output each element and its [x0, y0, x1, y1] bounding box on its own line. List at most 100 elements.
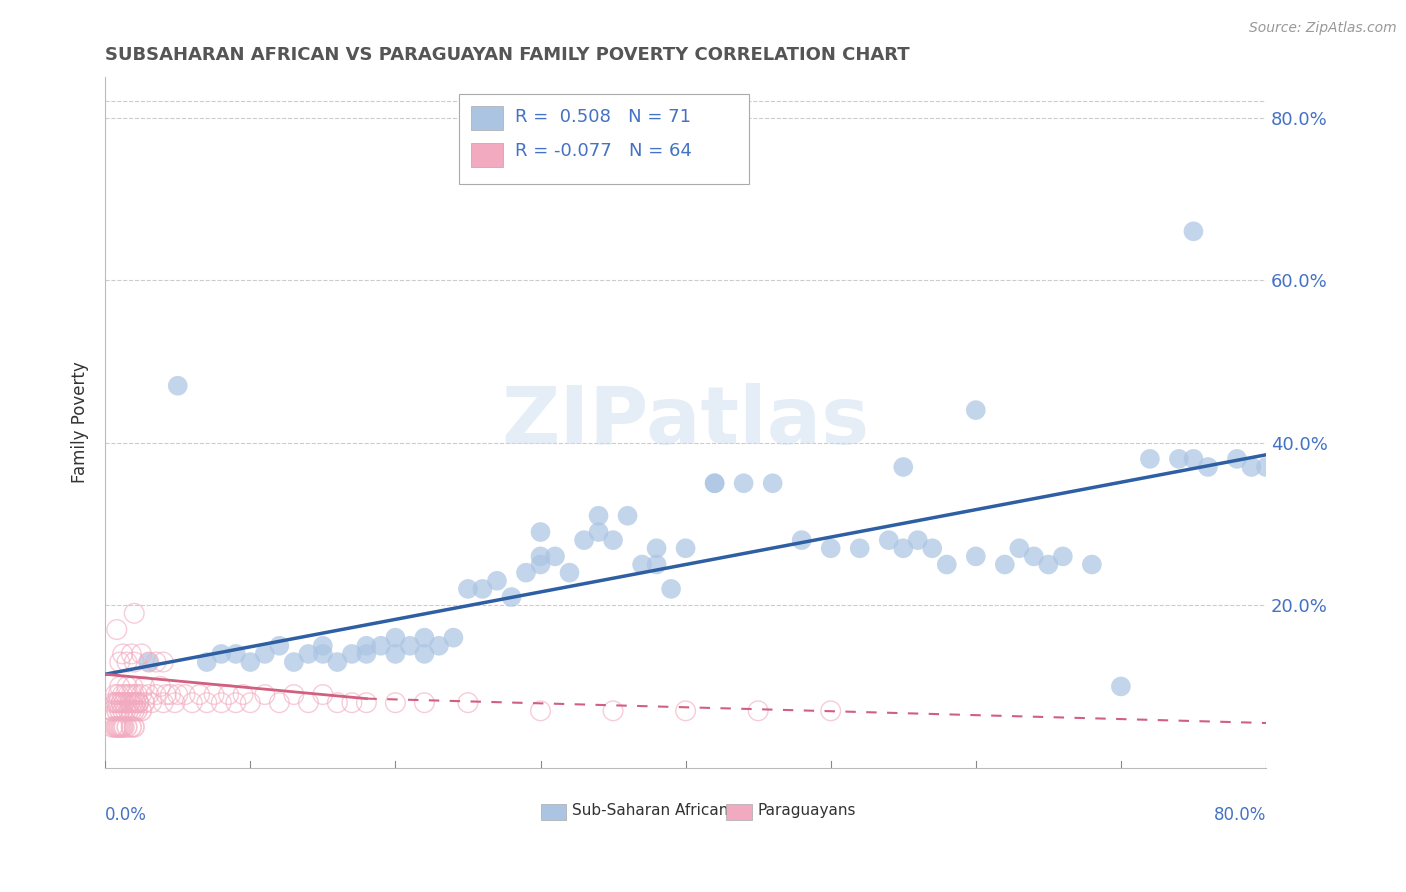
Point [356, 639, 378, 653]
Point [471, 582, 494, 596]
Point [114, 704, 136, 718]
Point [269, 639, 291, 653]
Point [907, 533, 929, 548]
Point [115, 655, 138, 669]
Point [188, 688, 211, 702]
Point [122, 607, 145, 621]
Point [149, 680, 172, 694]
Point [110, 720, 132, 734]
Point [108, 720, 131, 734]
Point [134, 680, 156, 694]
Point [269, 696, 291, 710]
Point [108, 704, 131, 718]
Point [820, 704, 842, 718]
Point [1254, 460, 1277, 475]
Point [115, 680, 138, 694]
Point [312, 647, 335, 661]
Text: SUBSAHARAN AFRICAN VS PARAGUAYAN FAMILY POVERTY CORRELATION CHART: SUBSAHARAN AFRICAN VS PARAGUAYAN FAMILY … [105, 46, 910, 64]
Point [645, 558, 668, 572]
Point [675, 541, 697, 556]
Point [790, 533, 813, 548]
Point [209, 647, 232, 661]
Point [181, 696, 204, 710]
Point [105, 720, 128, 734]
Point [1182, 224, 1205, 238]
Point [1197, 460, 1219, 475]
Point [921, 541, 943, 556]
Point [120, 688, 142, 702]
Point [1022, 549, 1045, 564]
Point [631, 558, 654, 572]
Point [384, 647, 406, 661]
Point [112, 696, 135, 710]
Point [118, 696, 141, 710]
Point [297, 647, 319, 661]
Point [965, 403, 987, 417]
Point [1182, 451, 1205, 466]
Point [152, 655, 174, 669]
Point [485, 574, 508, 588]
Point [891, 460, 914, 475]
Point [965, 549, 987, 564]
Point [602, 533, 624, 548]
Point [384, 631, 406, 645]
Point [166, 688, 188, 702]
Text: 0.0%: 0.0% [105, 805, 148, 823]
Point [105, 623, 128, 637]
Point [108, 655, 131, 669]
Point [515, 566, 537, 580]
FancyBboxPatch shape [471, 106, 503, 130]
Point [616, 508, 638, 523]
Point [297, 696, 319, 710]
Point [588, 524, 610, 539]
Point [1052, 549, 1074, 564]
Point [138, 655, 160, 669]
Point [125, 696, 148, 710]
Point [128, 696, 150, 710]
Point [356, 696, 378, 710]
Point [128, 696, 150, 710]
Point [104, 696, 127, 710]
Point [163, 696, 186, 710]
Point [120, 647, 142, 661]
Point [1109, 680, 1132, 694]
Point [117, 704, 139, 718]
Point [413, 647, 436, 661]
Point [820, 541, 842, 556]
Point [935, 558, 957, 572]
FancyBboxPatch shape [540, 805, 567, 820]
Point [110, 696, 132, 710]
Point [572, 533, 595, 548]
Point [529, 704, 551, 718]
Point [283, 655, 305, 669]
Point [122, 655, 145, 669]
Point [326, 696, 349, 710]
Point [131, 688, 153, 702]
Point [703, 476, 725, 491]
Point [239, 655, 262, 669]
Point [131, 704, 153, 718]
Point [122, 720, 145, 734]
Point [1038, 558, 1060, 572]
Point [703, 476, 725, 491]
Point [104, 720, 127, 734]
Point [312, 688, 335, 702]
Text: Sub-Saharan Africans: Sub-Saharan Africans [572, 803, 737, 818]
Point [155, 688, 177, 702]
Text: Paraguayans: Paraguayans [758, 803, 856, 818]
Point [120, 720, 142, 734]
Point [107, 696, 129, 710]
Point [1081, 558, 1104, 572]
Point [413, 631, 436, 645]
Point [131, 647, 153, 661]
Text: R =  0.508   N = 71: R = 0.508 N = 71 [515, 108, 690, 126]
Point [101, 696, 124, 710]
Point [105, 704, 128, 718]
Point [747, 704, 769, 718]
Point [127, 688, 149, 702]
Point [283, 688, 305, 702]
Point [326, 655, 349, 669]
Point [370, 639, 392, 653]
Point [501, 590, 523, 604]
Text: Source: ZipAtlas.com: Source: ZipAtlas.com [1249, 21, 1396, 35]
